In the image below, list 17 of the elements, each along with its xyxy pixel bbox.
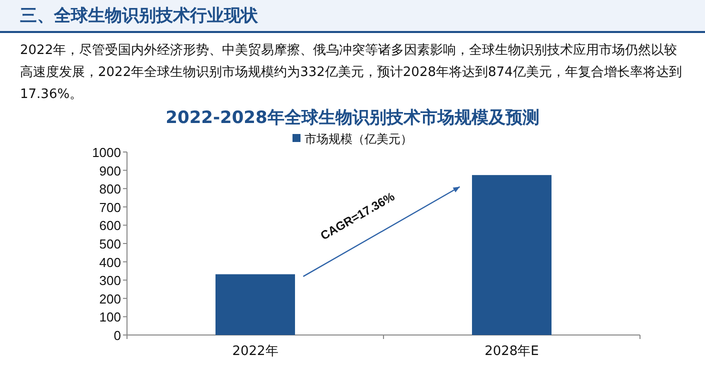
y-tick-label: 700 (99, 200, 121, 215)
y-tick-label: 0 (114, 328, 121, 343)
y-tick-label: 800 (99, 182, 121, 197)
y-tick-label: 200 (99, 291, 121, 306)
text: 三、全球生物识别技术行业现状 (20, 5, 258, 27)
chart-title: 2022-2028年全球生物识别技术市场规模及预测 (166, 108, 540, 128)
y-tick-label: 500 (99, 236, 121, 252)
y-tick-label: 300 (99, 273, 121, 288)
x-tick-label: 2022年 (232, 344, 278, 359)
y-tick-label: 600 (99, 218, 121, 234)
y-tick-label: 400 (99, 254, 121, 270)
y-tick-label: 1000 (92, 145, 121, 160)
y-tick-label: 900 (99, 163, 121, 178)
text: 2022年，尽管受国内外经济形势、中美贸易摩擦、俄乌冲突等诸多因素影响，全球生物识别技术应用市场仍然以较高速度发展，2022年全球生物识别市场规模约为332亿美元，预计2028年将达到874亿美元，年复合增长率将达到17.36%。 (20, 42, 683, 104)
x-tick-label: 2028年E (484, 344, 539, 359)
y-tick-label: 100 (99, 310, 121, 325)
legend-label: 市场规模（亿美元） (304, 132, 412, 146)
